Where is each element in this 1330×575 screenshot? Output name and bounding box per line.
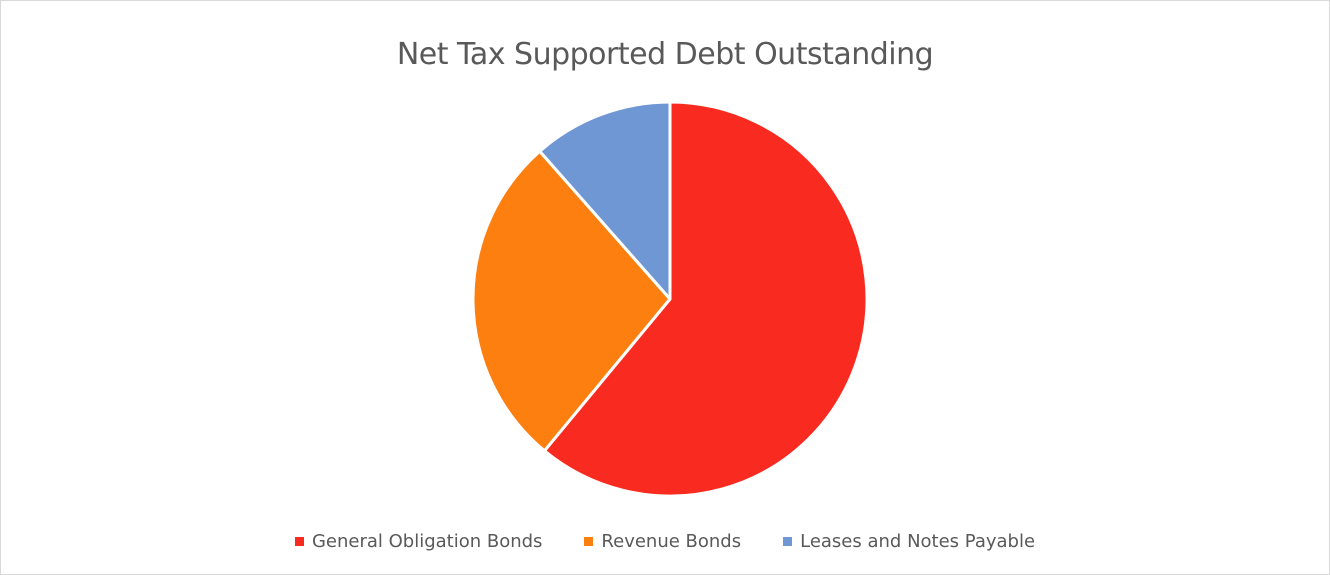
legend-label-general-obligation-bonds: General Obligation Bonds bbox=[311, 531, 543, 552]
legend-swatch-revenue-bonds bbox=[584, 537, 594, 546]
pie-slice-leases-and-notes-payable bbox=[538, 100, 672, 301]
legend-swatch-general-obligation-bonds bbox=[294, 537, 304, 546]
legend-item-general-obligation-bonds: General Obligation Bonds bbox=[294, 531, 543, 552]
chart-title: Net Tax Supported Debt Outstanding bbox=[396, 37, 934, 72]
legend-label-revenue-bonds: Revenue Bonds bbox=[601, 531, 742, 552]
legend-label-leases-and-notes-payable: Leases and Notes Payable bbox=[800, 531, 1036, 552]
chart-legend: General Obligation Bonds Revenue Bonds L… bbox=[1, 531, 1329, 552]
legend-item-revenue-bonds: Revenue Bonds bbox=[584, 531, 741, 552]
pie-slice-revenue-bonds bbox=[471, 149, 672, 453]
pie-slice-general-obligation-bonds bbox=[542, 100, 869, 498]
legend-swatch-leases-and-notes-payable bbox=[783, 537, 793, 546]
legend-item-leases-and-notes-payable: Leases and Notes Payable bbox=[783, 531, 1035, 552]
